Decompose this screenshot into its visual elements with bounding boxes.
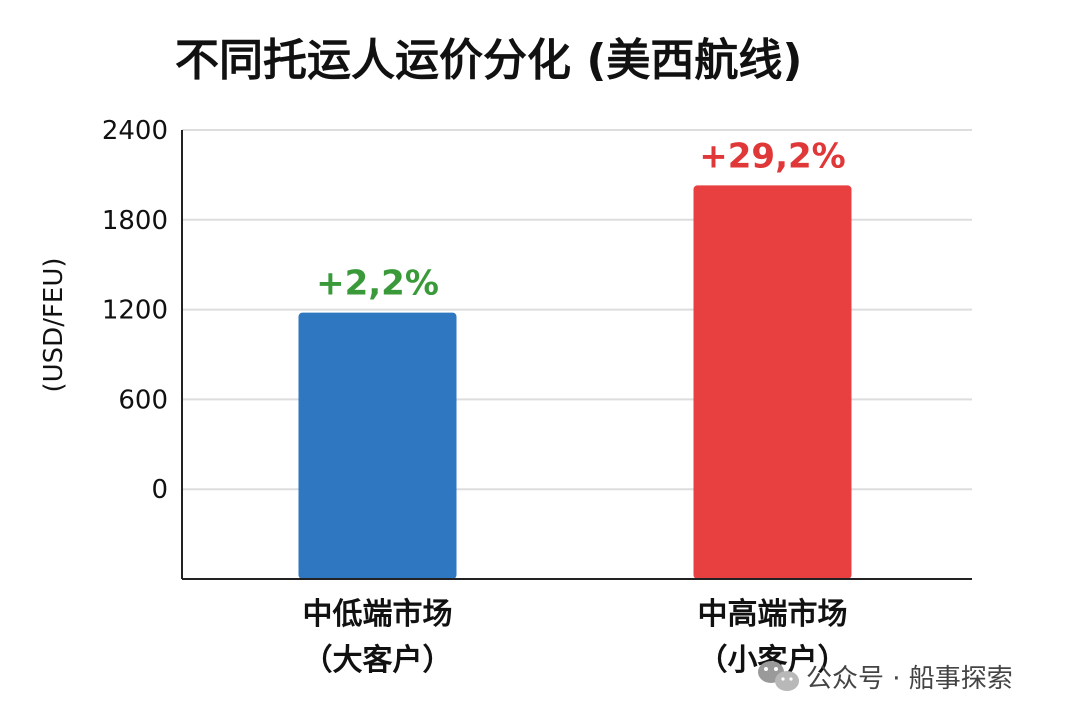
bars [298,185,852,580]
x-category-sublabel: （大客户） [303,643,453,678]
y-tick-label: 2400 [102,116,168,146]
x-axis-categories: 中低端市场（大客户）中高端市场（小客户） [303,597,848,678]
y-tick-label: 1200 [102,296,168,326]
data-label: +2,2% [316,264,439,304]
bar [298,312,457,579]
y-axis-label: (USD/FEU) [39,257,69,392]
y-tick-label: 600 [118,385,168,415]
data-label: +29,2% [699,136,845,176]
watermark-text: 公众号 · 船事探索 [806,664,1013,694]
y-tick-label: 0 [151,475,168,505]
y-tick-label: 1800 [102,206,168,236]
y-axis-ticks: 0 600 1200 1800 2400 [102,116,168,505]
x-category-label: 中低端市场 [303,597,453,632]
bar [693,185,852,580]
data-labels: +2,2% +29,2% [316,136,846,303]
x-category-label: 中高端市场 [698,597,848,632]
chart-title: 不同托运人运价分化 (美西航线) [175,35,803,86]
wechat-icon [758,661,799,691]
watermark: 公众号 · 船事探索 [758,661,1013,694]
